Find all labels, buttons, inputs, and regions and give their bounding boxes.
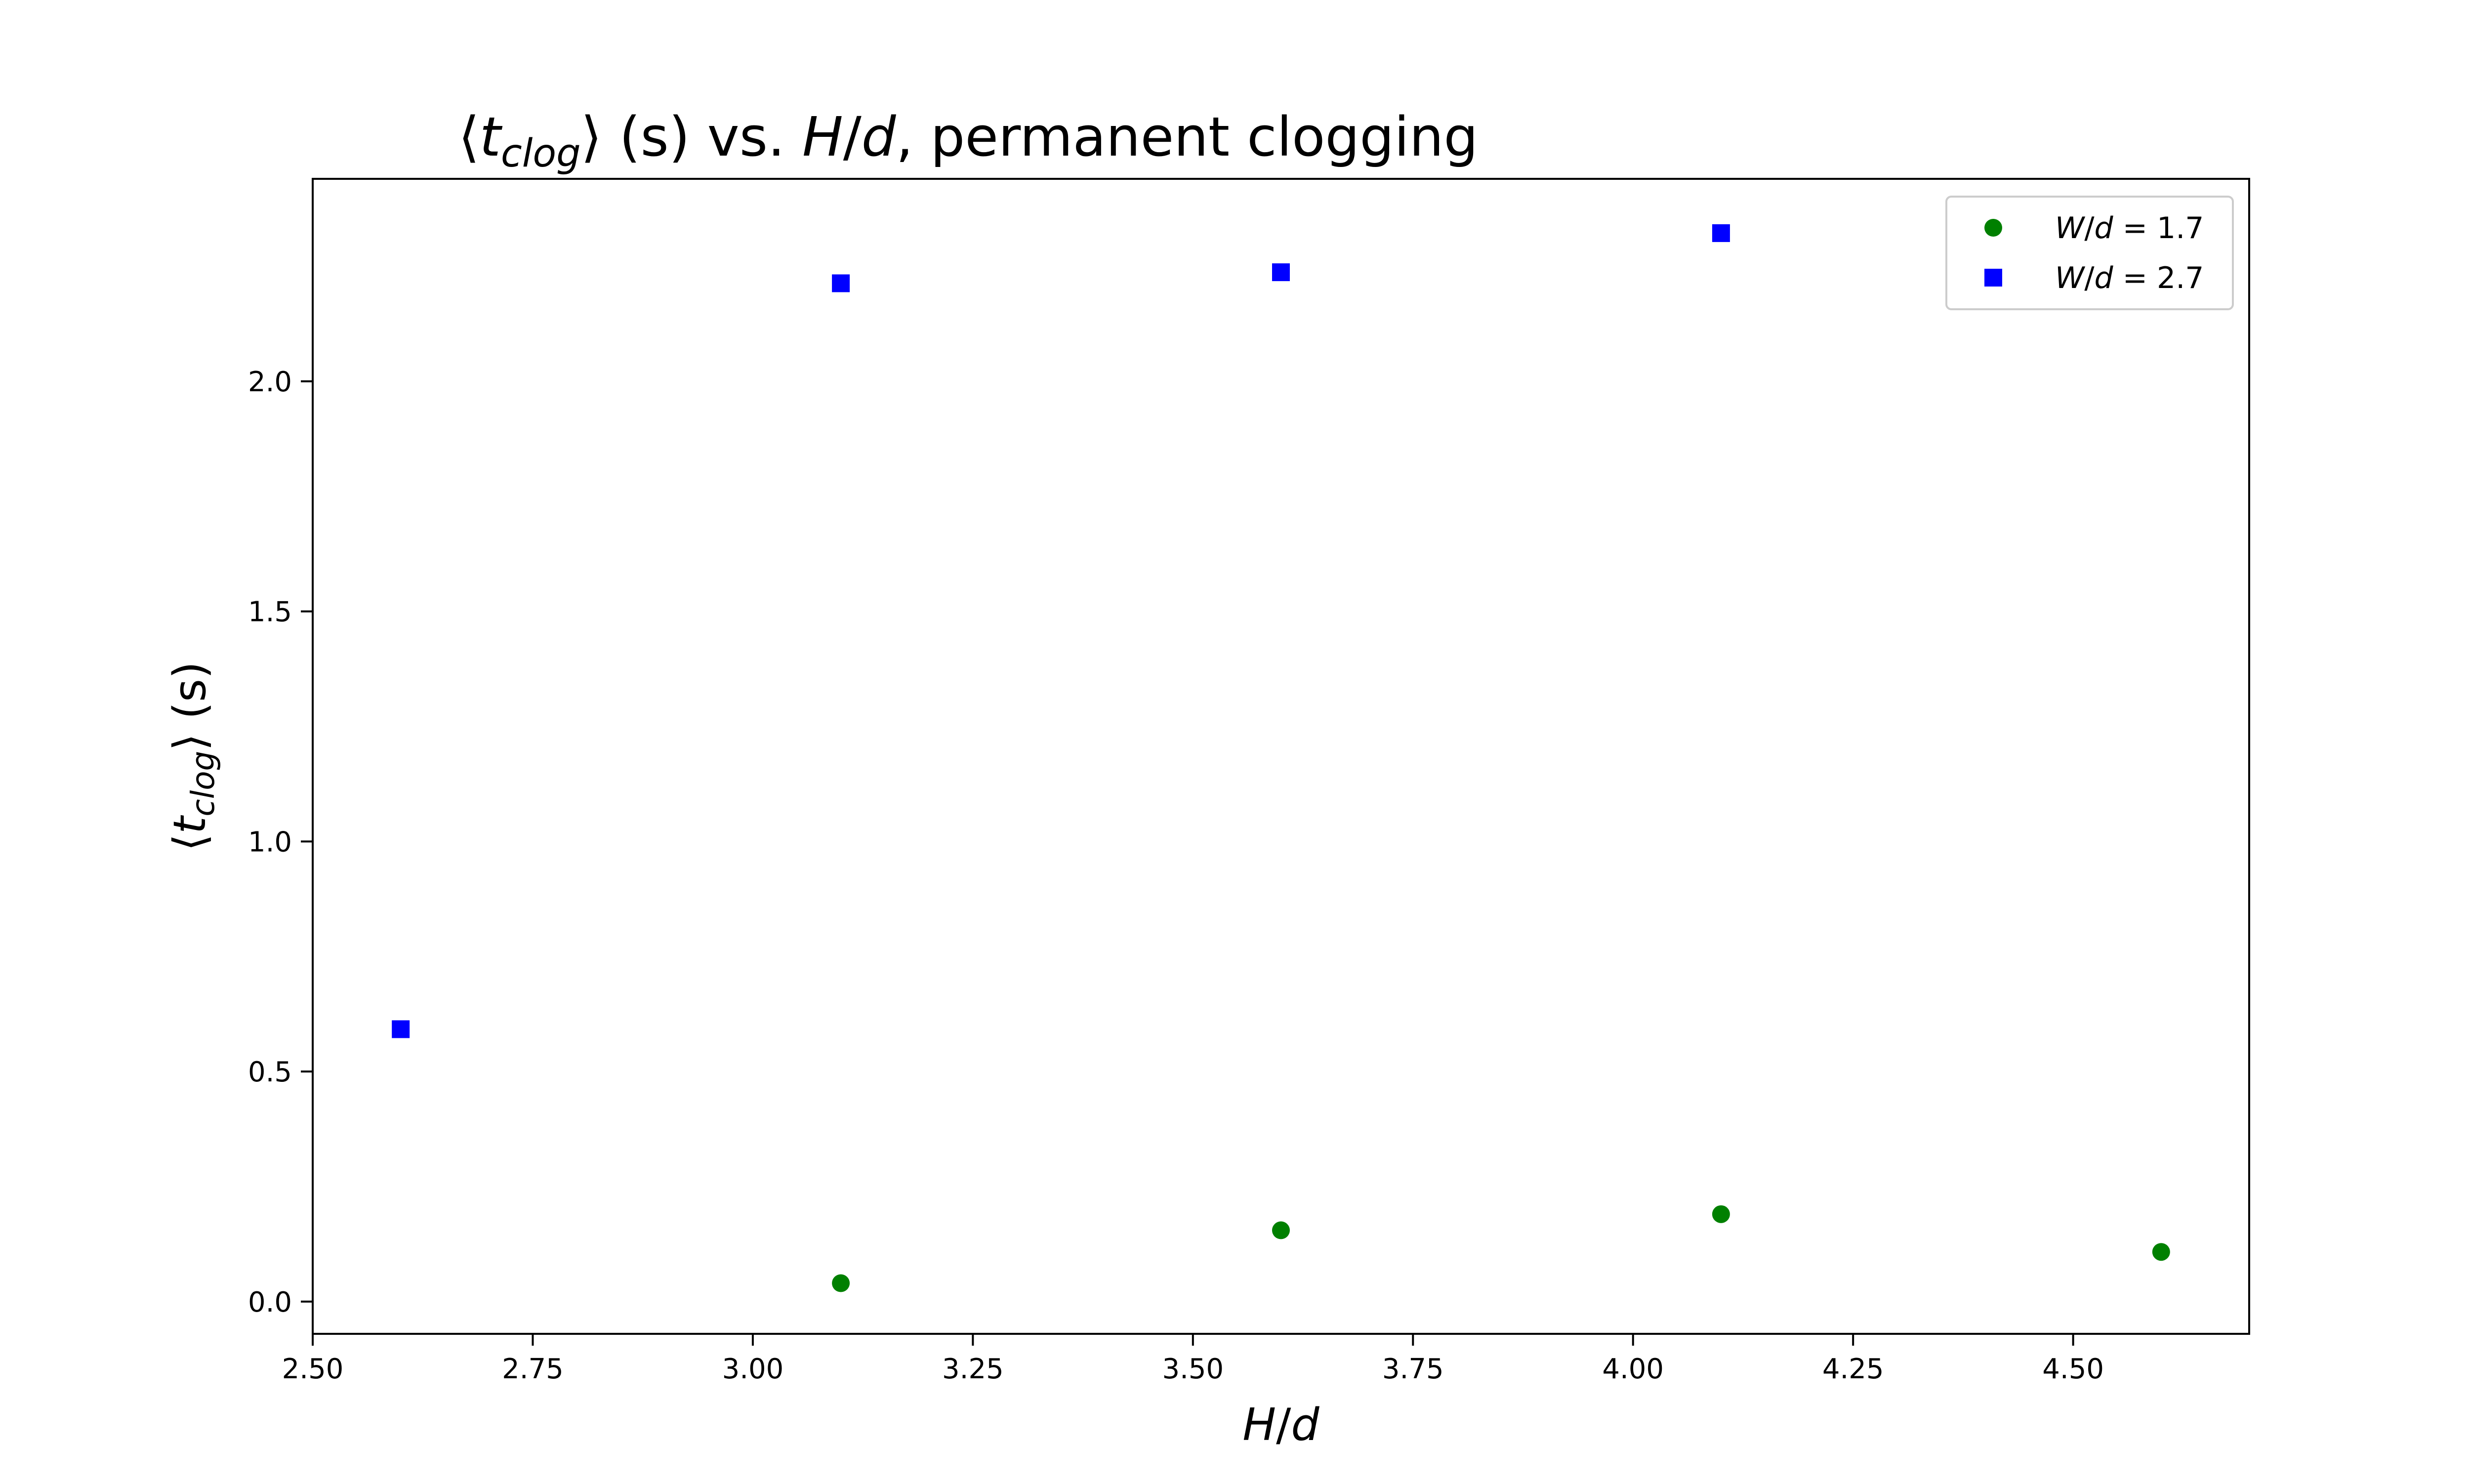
legend-box (1945, 196, 2234, 310)
x-tick-label: 3.00 (722, 1353, 784, 1385)
data-point-series-1-1 (832, 1274, 850, 1292)
y-axis-label: ⟨tclog⟩ (s) (164, 661, 222, 851)
plot-area (312, 178, 2250, 1335)
data-point-series-2-4 (1712, 224, 1730, 242)
x-tick-label: 4.50 (2042, 1353, 2104, 1385)
x-tick-label: 2.50 (282, 1353, 344, 1385)
legend: W/d = 1.7 W/d = 2.7 (1945, 196, 2234, 310)
y-tick-label: 1.5 (248, 596, 292, 628)
x-tick-label: 4.00 (1602, 1353, 1664, 1385)
data-point-series-1-4 (2152, 1243, 2170, 1261)
x-tick-label: 2.75 (502, 1353, 564, 1385)
x-tick-label: 4.25 (1822, 1353, 1884, 1385)
data-point-series-2-2 (832, 274, 850, 292)
legend-label-series-1: W/d = 1.7 (2055, 211, 2204, 246)
data-markers (392, 224, 2170, 1292)
x-tick-label: 3.25 (942, 1353, 1004, 1385)
legend-marker-series-1 (1984, 219, 2002, 237)
y-tick-label: 2.0 (248, 366, 292, 398)
legend-marker-series-2 (1984, 269, 2002, 287)
x-axis-ticks: 2.50 2.75 3.00 3.25 3.50 3.75 4.00 4.25 4.50 (282, 1334, 2104, 1385)
data-point-series-1-3 (1712, 1205, 1730, 1223)
y-tick-label: 0.5 (248, 1056, 292, 1088)
data-point-series-2-1 (392, 1020, 410, 1038)
x-tick-label: 3.50 (1162, 1353, 1224, 1385)
data-point-series-1-2 (1272, 1221, 1290, 1239)
y-tick-label: 0.0 (248, 1286, 292, 1319)
data-point-series-2-3 (1272, 263, 1290, 282)
y-tick-label: 1.0 (248, 826, 292, 858)
y-axis-ticks: 0.0 0.5 1.0 1.5 2.0 (248, 366, 313, 1319)
x-axis-label: H/d (1242, 1399, 1319, 1451)
chart-title: ⟨tclog⟩ (s) vs. H/d, permanent clogging (458, 105, 1478, 176)
x-tick-label: 3.75 (1382, 1353, 1444, 1385)
legend-label-series-2: W/d = 2.7 (2055, 261, 2204, 295)
